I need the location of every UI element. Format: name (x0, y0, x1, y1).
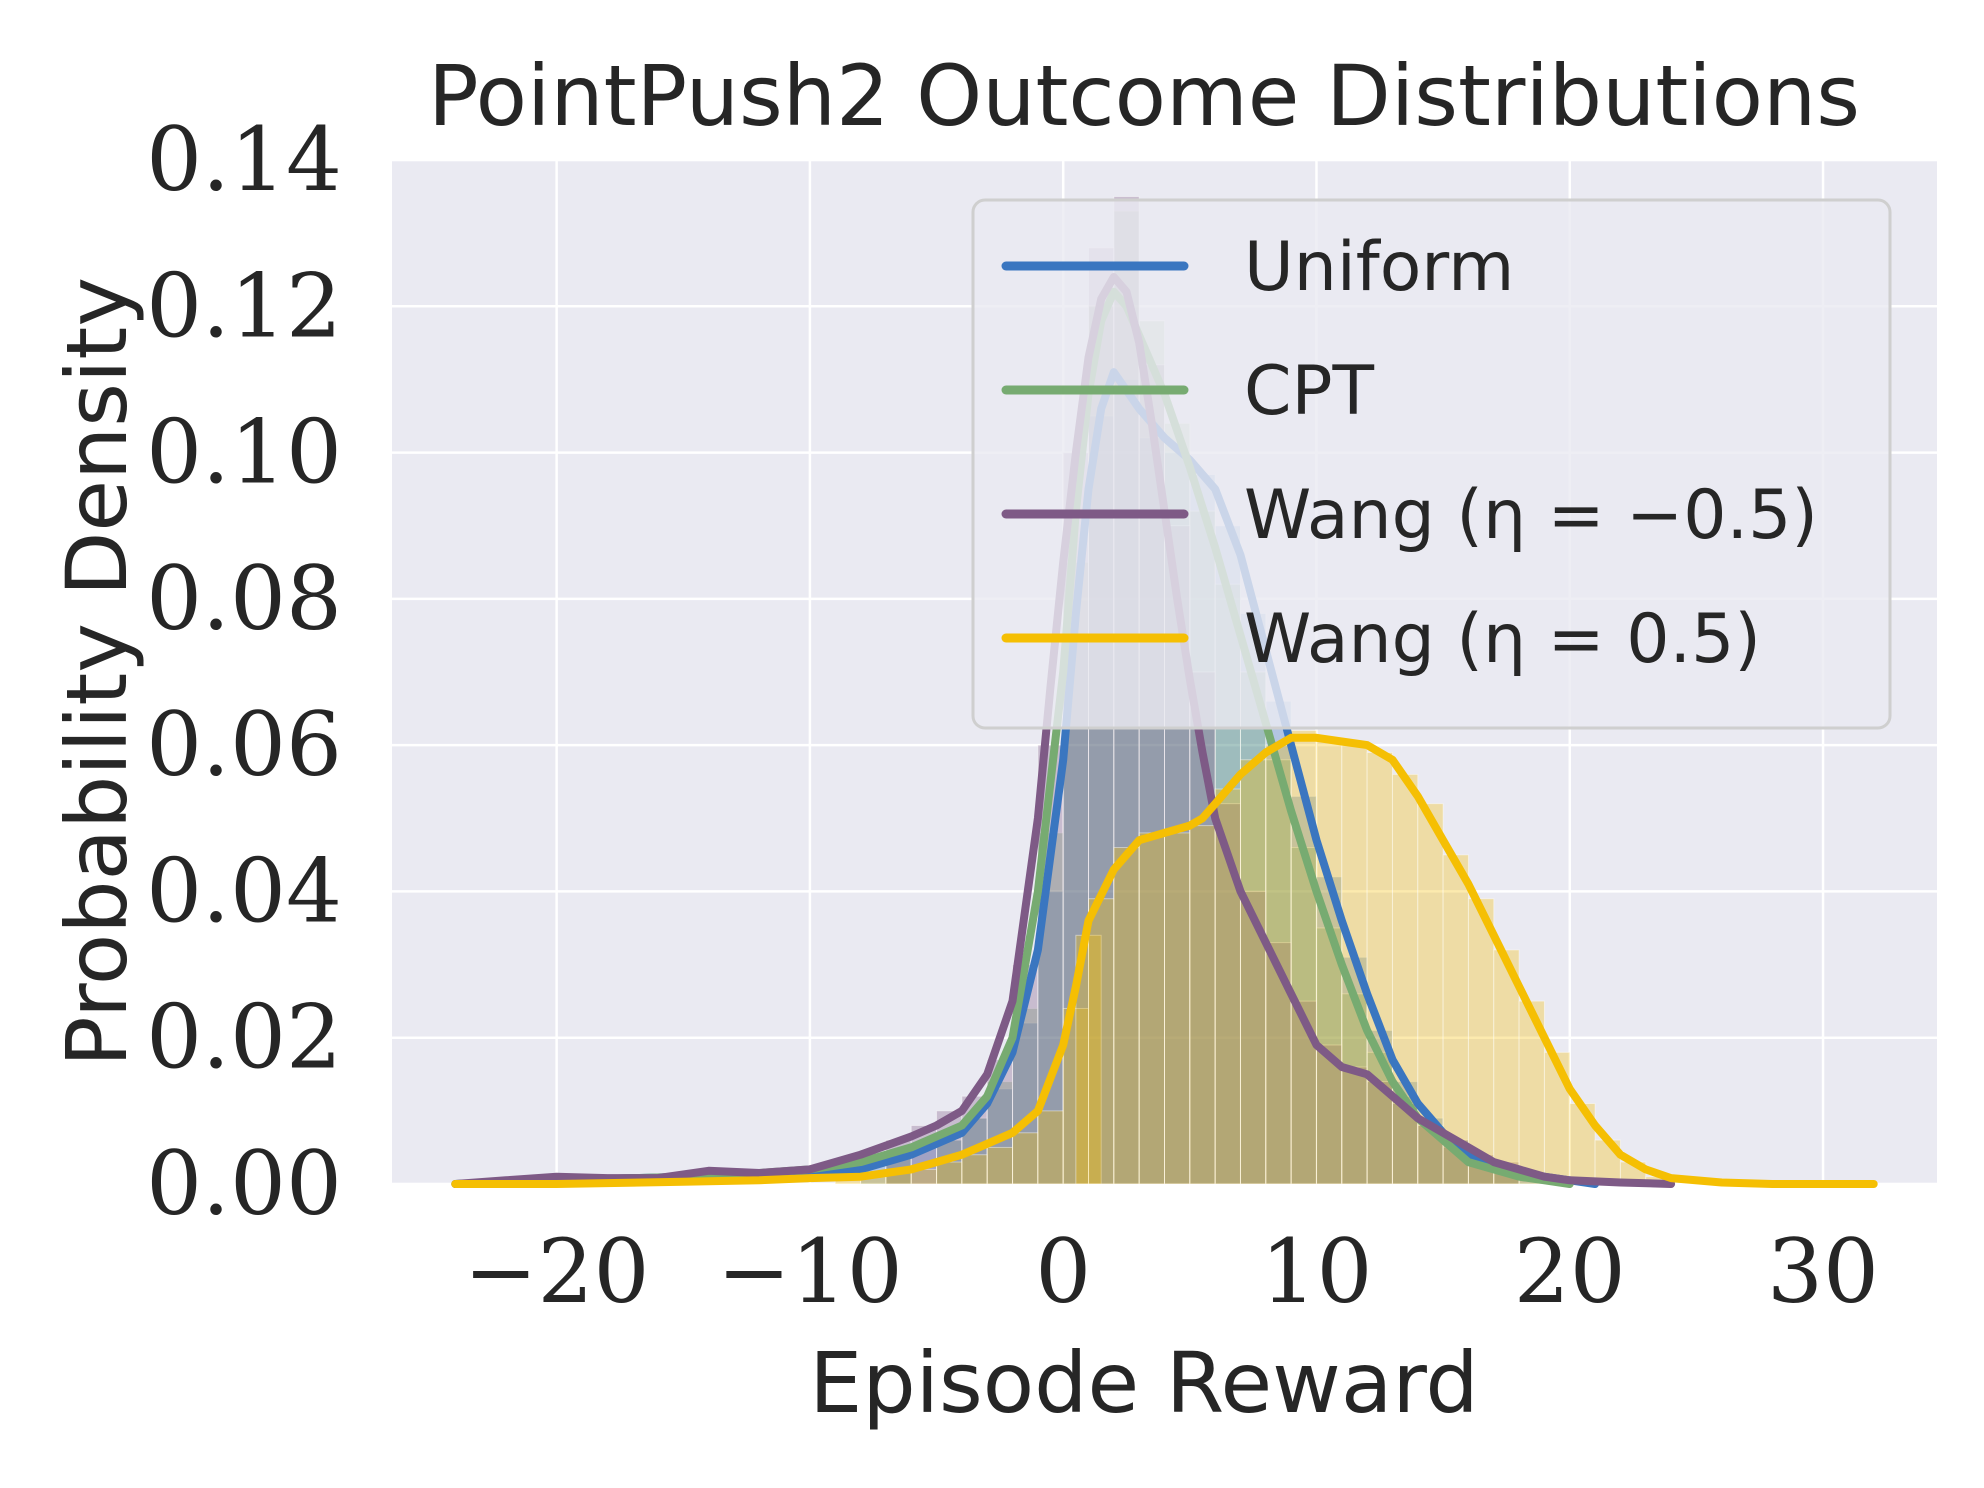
hist-bar (1113, 847, 1140, 1185)
legend-label: Uniform (1244, 228, 1514, 307)
legend-label: Wang (η = −0.5) (1244, 476, 1818, 555)
x-tick-label: 20 (1514, 1220, 1626, 1323)
hist-bar (1366, 1081, 1393, 1185)
legend-box (971, 198, 1892, 730)
hist-bar (1467, 898, 1495, 1185)
legend: Uniform CPT Wang (η = −0.5) Wang (η = 0.5) (971, 198, 1892, 730)
hist-bar (1239, 759, 1267, 1185)
hist-bar (1366, 751, 1393, 1185)
y-axis-label: Probability Density (48, 277, 146, 1067)
x-tick-label: −10 (717, 1220, 903, 1323)
hist-bar (1493, 949, 1520, 1185)
hist-bar (936, 1161, 963, 1185)
hist-bar (1391, 773, 1419, 1185)
y-tick-label: 0.12 (146, 254, 342, 357)
x-tick-labels: −20 −10 0 10 20 30 (464, 1220, 1879, 1323)
y-tick-label: 0.00 (146, 1132, 342, 1235)
y-tick-label: 0.14 (146, 108, 342, 211)
legend-label: CPT (1244, 352, 1374, 431)
hist-bar (1012, 1132, 1039, 1185)
chart-title: PointPush2 Outcome Distributions (428, 47, 1860, 145)
x-axis-label: Episode Reward (809, 1334, 1478, 1432)
hist-bar (986, 1146, 1014, 1185)
hist-bar (1442, 854, 1469, 1185)
hist-bar (1138, 832, 1165, 1185)
y-tick-label: 0.06 (146, 693, 342, 796)
hist-bar (1164, 832, 1191, 1185)
y-tick-label: 0.10 (146, 401, 342, 504)
hist-bar (1088, 898, 1115, 1185)
hist-bar (961, 1154, 988, 1185)
y-tick-label: 0.08 (146, 547, 342, 650)
x-tick-label: 30 (1767, 1220, 1879, 1323)
hist-bar (1189, 825, 1216, 1185)
hist-bar (1037, 1110, 1064, 1185)
x-tick-label: 0 (1035, 1220, 1091, 1323)
kde-line-series-3 (451, 733, 1878, 1188)
x-tick-label: −20 (464, 1220, 650, 1323)
legend-label: Wang (η = 0.5) (1244, 600, 1761, 679)
y-tick-label: 0.02 (146, 986, 342, 1089)
x-tick-label: 10 (1260, 1220, 1372, 1323)
y-tick-label: 0.04 (146, 839, 342, 942)
y-tick-labels: 0.00 0.02 0.04 0.06 0.08 0.10 0.12 0.14 (146, 108, 342, 1235)
